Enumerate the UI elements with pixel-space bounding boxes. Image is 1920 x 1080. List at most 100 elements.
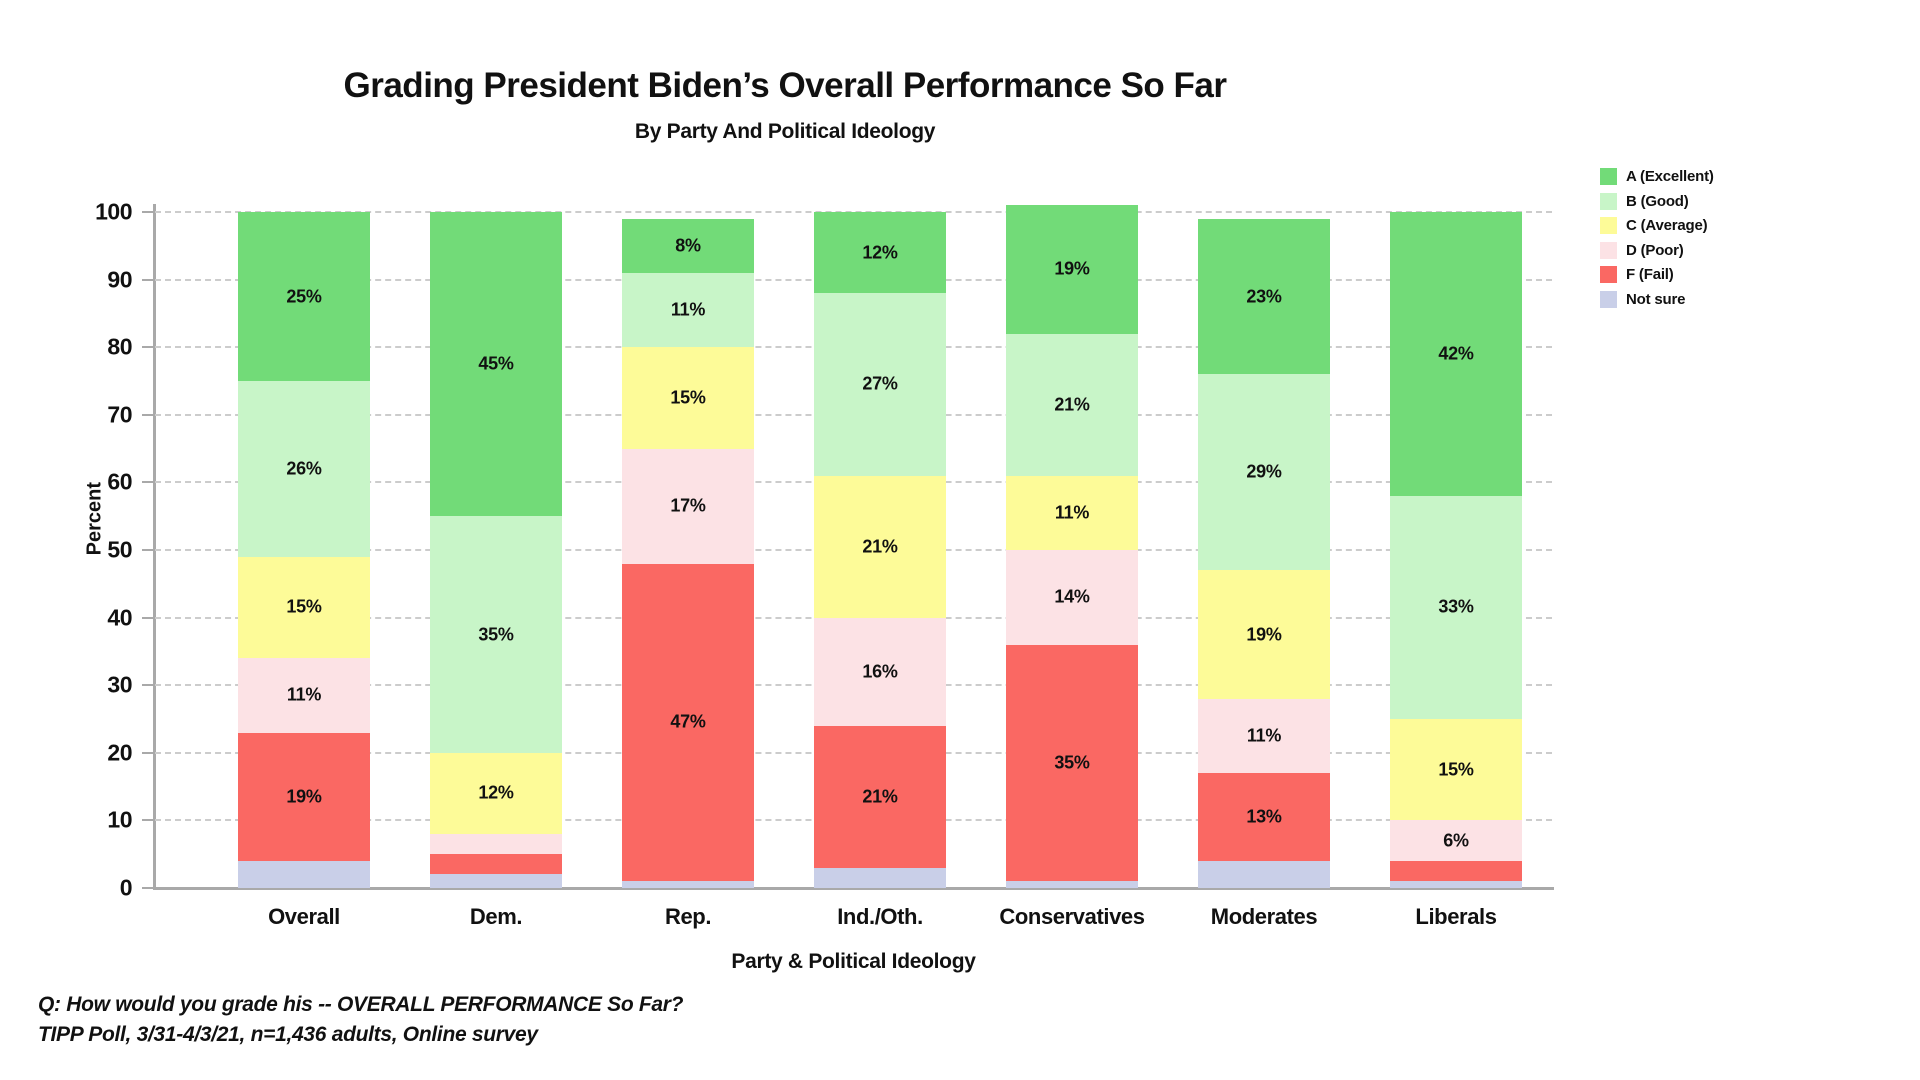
legend-item: D (Poor) [1600, 241, 1714, 259]
segment-label: 11% [670, 299, 706, 320]
x-axis-title: Party & Political Ideology [731, 950, 976, 973]
footnote-source: TIPP Poll, 3/31-4/3/21, n=1,436 adults, … [38, 1023, 538, 1047]
segment-label: 29% [1246, 461, 1282, 482]
bar-segment-c-average [622, 347, 754, 449]
y-tick [142, 819, 155, 822]
y-tick-label: 70 [107, 401, 132, 428]
bar-segment-c-average [1198, 570, 1330, 699]
y-tick-label: 20 [107, 739, 132, 766]
segment-label: 19% [286, 786, 322, 807]
bar-segment-d-poor [1390, 820, 1522, 861]
segment-label: 11% [1246, 725, 1282, 746]
segment-label: 21% [862, 536, 898, 557]
segment-label: 27% [862, 373, 898, 394]
segment-label: 15% [1438, 759, 1474, 780]
y-tick-label: 40 [107, 604, 132, 631]
bar-segment-b-good [430, 516, 562, 753]
x-axis-line [153, 887, 1554, 890]
segment-label: 12% [478, 782, 514, 803]
legend-item: B (Good) [1600, 192, 1714, 210]
y-tick-label: 50 [107, 536, 132, 563]
bar-segment-a-excellent [1006, 205, 1138, 334]
y-tick [142, 211, 155, 213]
x-tick-label: Moderates [1210, 904, 1318, 929]
legend-swatch-icon [1600, 217, 1617, 234]
legend-label: D (Poor) [1626, 241, 1684, 259]
plot-area: Percent Party & Political Ideology 0 10 20… [84, 160, 1554, 973]
bar-segment-a-excellent [622, 218, 754, 273]
y-tick-label: 100 [95, 198, 132, 225]
y-tick [142, 684, 155, 687]
bar-segment-b-good [1006, 333, 1138, 476]
bar-segment-c-average [238, 556, 370, 659]
bar-segment-not-sure [622, 881, 754, 888]
bar-segment-d-poor [814, 617, 946, 726]
y-tick-label: 90 [107, 266, 132, 293]
legend-label: Not sure [1626, 290, 1686, 308]
segment-label: 19% [1054, 258, 1090, 279]
segment-label: 15% [670, 387, 706, 408]
bar-segment-a-excellent [814, 212, 946, 294]
segment-label: 47% [670, 711, 706, 732]
bar-segment-f-fail [814, 725, 946, 868]
bar-segment-c-average [1006, 475, 1138, 550]
bar-segment-f-fail [1198, 773, 1330, 861]
y-tick-label: 80 [107, 333, 132, 360]
bar-segment-f-fail [622, 563, 754, 882]
legend-swatch-icon [1600, 290, 1617, 308]
legend-swatch-icon [1600, 168, 1617, 185]
bar-segment-d-poor [238, 658, 370, 733]
bar-segment-f-fail [238, 732, 370, 861]
legend-label: F (Fail) [1626, 266, 1674, 283]
y-axis-line [153, 204, 156, 890]
x-tick-label: Ind./Oth. [837, 904, 923, 929]
y-tick [142, 616, 155, 619]
bar-segment-a-excellent [1198, 218, 1330, 375]
y-tick [142, 887, 155, 889]
bar-segment-c-average [814, 475, 946, 618]
segment-label: 12% [862, 242, 898, 263]
y-tick [142, 481, 155, 484]
bar-segment-not-sure [430, 874, 562, 888]
y-tick [142, 346, 155, 349]
bar-segment-not-sure [238, 860, 370, 888]
segment-label: 11% [1054, 502, 1090, 523]
segment-label: 17% [670, 495, 706, 516]
segment-label: 8% [675, 235, 701, 256]
bar-segment-f-fail [430, 854, 562, 875]
legend-item: C (Average) [1600, 217, 1714, 234]
legend: A (Excellent) B (Good) C (Average) D (Poor)… [1600, 168, 1714, 315]
x-tick-label: Liberals [1415, 904, 1497, 929]
bar-segment-b-good [1198, 374, 1330, 571]
segment-label: 16% [862, 661, 898, 682]
segment-label: 14% [1054, 586, 1090, 607]
legend-item: F (Fail) [1600, 266, 1714, 283]
y-tick-label: 30 [107, 671, 132, 698]
footnote-question: Q: How would you grade his -- OVERALL PE… [38, 993, 684, 1016]
segment-label: 13% [1246, 806, 1282, 827]
segment-label: 33% [1438, 596, 1474, 617]
y-tick [142, 751, 155, 754]
bar-segment-d-poor [1006, 550, 1138, 645]
segment-label: 42% [1438, 343, 1474, 364]
bar-segment-b-good [1390, 495, 1522, 719]
segment-label: 35% [1054, 752, 1090, 773]
bar-segment-f-fail [1006, 644, 1138, 882]
bar-segment-a-excellent [238, 212, 370, 381]
chart-subtitle: By Party And Political Ideology [634, 120, 936, 143]
segment-label: 23% [1246, 286, 1282, 306]
bar-segment-a-excellent [1390, 212, 1522, 496]
y-tick-label: 10 [107, 806, 132, 833]
legend-swatch-icon [1600, 241, 1617, 259]
segment-label: 6% [1443, 830, 1469, 851]
legend-label: C (Average) [1626, 217, 1708, 234]
footnotes: Q: How would you grade his -- OVERALL PE… [38, 990, 684, 1050]
bar-segment-d-poor [622, 448, 754, 564]
bar-segment-not-sure [1006, 881, 1138, 888]
chart-title: Grading President Biden’s Overall Perfor… [343, 66, 1228, 105]
legend-item: Not sure [1600, 290, 1714, 308]
x-tick-label: Conservatives [999, 904, 1145, 929]
bar-segment-f-fail [1390, 860, 1522, 882]
bar-segment-b-good [238, 381, 370, 557]
